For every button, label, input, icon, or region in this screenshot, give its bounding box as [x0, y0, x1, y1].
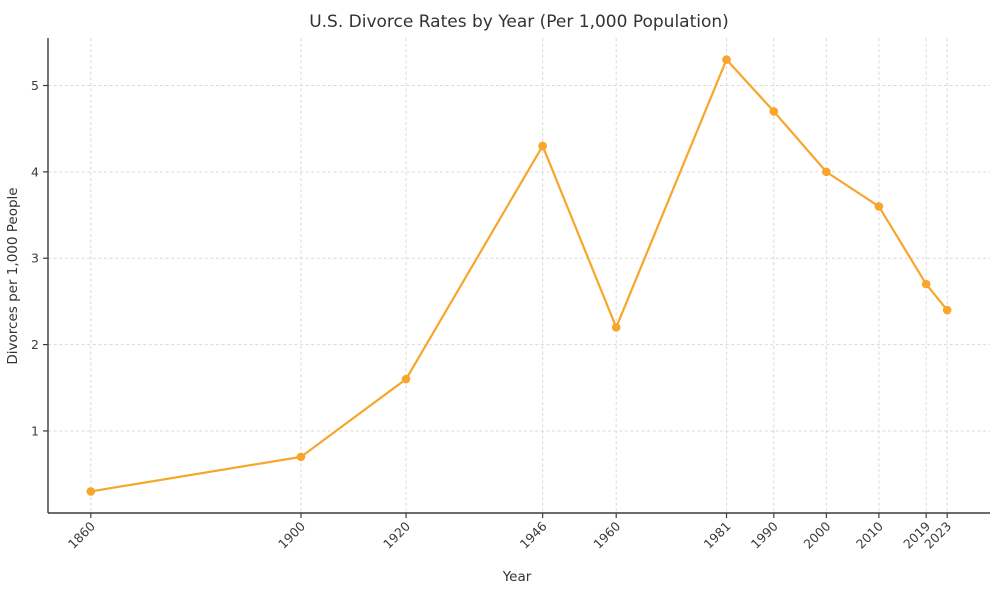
y-axis-label: Divorces per 1,000 People: [5, 187, 21, 364]
axis-ticks: 1 2 3 4 5 1860 1900 1920 1946 1960 1981 1990 2000 201…: [31, 78, 954, 552]
x-tick-label: 1981: [701, 519, 734, 552]
data-point: [722, 55, 731, 64]
x-tick-label: 1920: [380, 518, 413, 551]
data-point: [874, 202, 884, 211]
axes-spines: [47, 38, 990, 514]
data-point: [538, 141, 547, 151]
x-tick-label: 1960: [590, 518, 623, 551]
divorce-rate-series: [86, 55, 952, 496]
data-point: [611, 323, 621, 332]
chart-title: U.S. Divorce Rates by Year (Per 1,000 Po…: [309, 12, 729, 32]
x-axis-label: Year: [502, 569, 532, 585]
data-point: [921, 279, 931, 289]
divorce-rate-line: [89, 58, 949, 493]
x-tick-label: 1990: [748, 518, 781, 551]
x-tick-label: 1946: [517, 518, 550, 551]
y-tick-label: 5: [31, 78, 39, 93]
gridlines: [48, 38, 990, 513]
data-point: [822, 167, 831, 177]
data-point: [296, 452, 306, 462]
y-tick-label: 3: [31, 251, 39, 266]
data-point: [86, 487, 96, 496]
y-tick-label: 2: [31, 337, 39, 352]
data-point: [401, 374, 411, 384]
y-tick-label: 4: [31, 164, 39, 179]
data-point: [942, 305, 952, 315]
x-tick-label: 1860: [65, 518, 98, 551]
x-tick-label: 2000: [800, 518, 833, 551]
data-point: [769, 107, 779, 116]
x-tick-label: 2010: [853, 518, 886, 551]
y-tick-label: 1: [31, 423, 39, 438]
x-tick-label: 1900: [275, 518, 308, 551]
